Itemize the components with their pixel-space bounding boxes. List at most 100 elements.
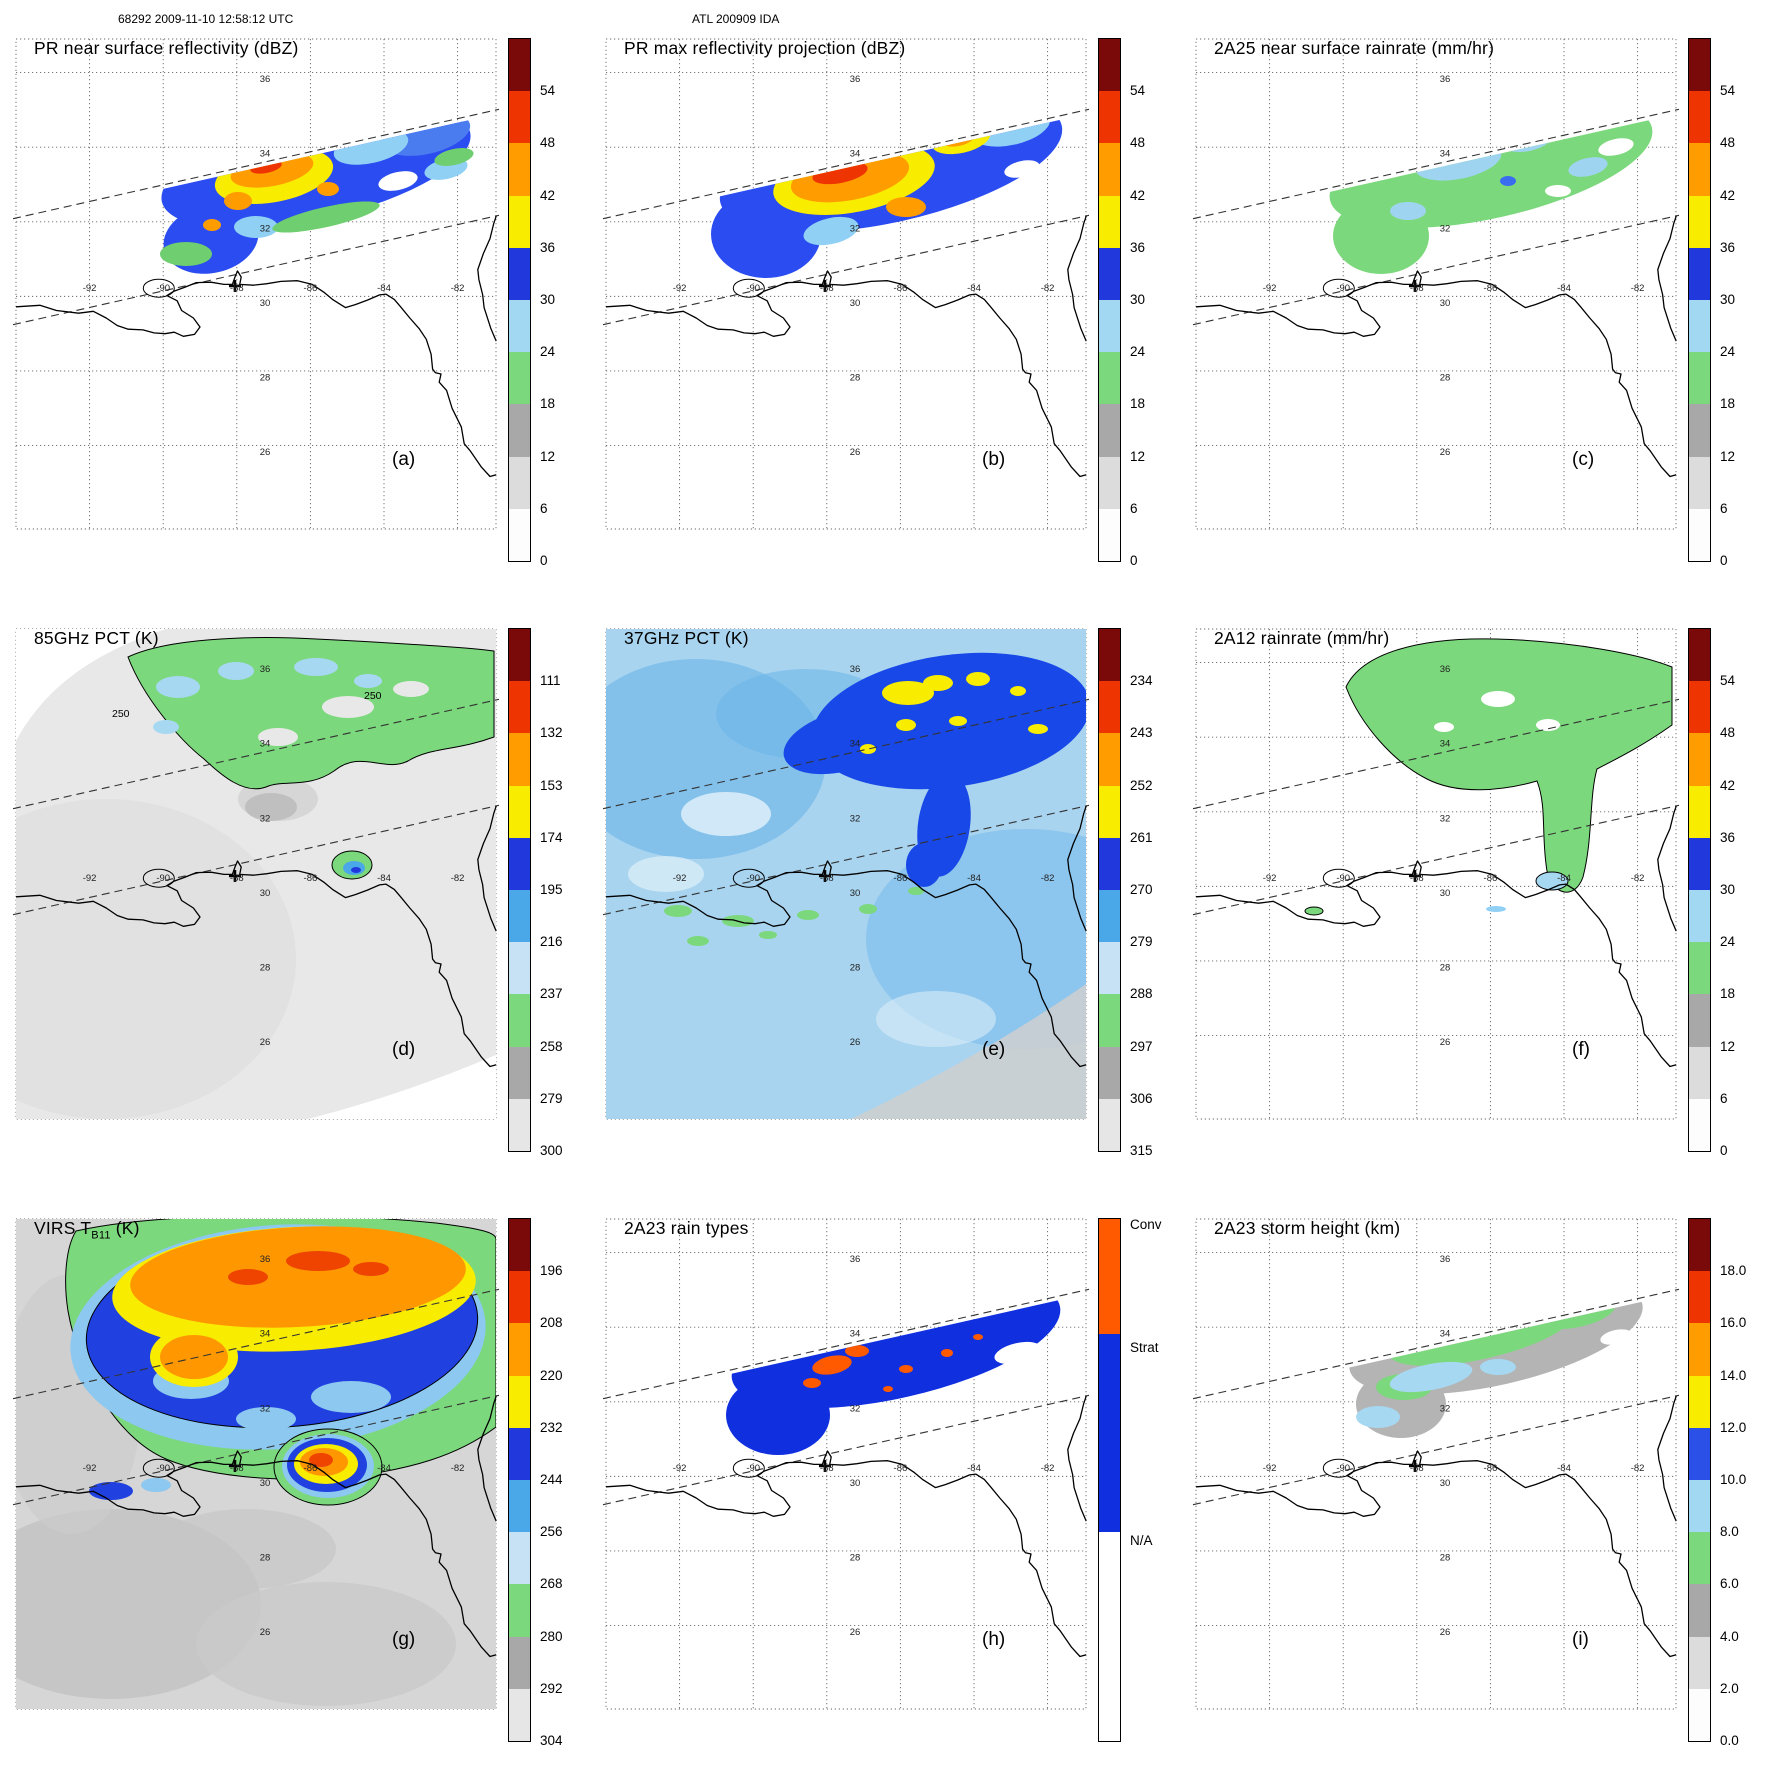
lon-label: -84 xyxy=(1557,1463,1571,1474)
field-blob xyxy=(317,182,339,196)
field-blob xyxy=(783,707,905,775)
colorbar-segment xyxy=(509,1532,530,1585)
colorbar-tick-label: 36 xyxy=(1130,239,1146,255)
swath-edge-north xyxy=(602,698,1090,810)
colorbar-tick-label: 220 xyxy=(540,1367,563,1383)
colorbar-segment xyxy=(1099,1333,1120,1533)
lat-label: 30 xyxy=(1440,298,1451,309)
field-blob xyxy=(1598,138,1634,156)
colorbar-segment xyxy=(509,352,530,405)
map-root: -92 -90 -88 -86 -84 -82 36 34 32 30 28 26 xyxy=(12,38,500,530)
landfall-marker xyxy=(818,869,831,882)
colorbar-segment xyxy=(1689,39,1710,92)
colorbar xyxy=(1688,38,1711,562)
panel-title: 2A12 rainrate (mm/hr) xyxy=(1214,628,1390,648)
colorbar-tick-label: 18 xyxy=(540,396,556,412)
data-field xyxy=(726,1296,1061,1455)
lat-label: 30 xyxy=(850,1478,861,1489)
colorbar-segment xyxy=(509,837,530,890)
lat-label: 26 xyxy=(1440,1627,1451,1638)
lon-label: -90 xyxy=(746,283,760,294)
coastline xyxy=(1195,215,1677,478)
lat-label: 26 xyxy=(260,1037,271,1048)
lat-label: 28 xyxy=(260,372,271,383)
colorbar-segment xyxy=(1689,994,1710,1047)
colorbar-tick-label: 24 xyxy=(1130,344,1146,360)
colorbar-segment xyxy=(509,1219,530,1272)
colorbar-segment xyxy=(1689,1271,1710,1324)
lat-label: 28 xyxy=(260,1552,271,1563)
storm-id: ATL 200909 IDA xyxy=(692,12,780,26)
grid-labels: -92 -90 -88 -86 -84 -82 36 34 32 30 28 26 xyxy=(673,1254,1055,1638)
coastline-atlantic xyxy=(1657,1395,1677,1522)
lat-label: 34 xyxy=(850,1329,861,1340)
colorbar-segment xyxy=(1689,508,1710,561)
swath-edge-north xyxy=(1192,1288,1680,1400)
colorbar-tick-label: 36 xyxy=(1720,239,1736,255)
colorbar-segment xyxy=(1099,1532,1120,1741)
coastline-gulf xyxy=(1195,860,1677,1068)
field-blob xyxy=(311,1381,391,1413)
lon-label: -92 xyxy=(1263,283,1277,294)
lon-label: -92 xyxy=(83,873,97,884)
colorbar-segment xyxy=(509,1636,530,1689)
lat-label: 28 xyxy=(1440,962,1451,973)
colorbar-ticks: 54 48 42 36 30 24 18 12 6 0 xyxy=(1125,39,1181,573)
colorbar-tick-label: 268 xyxy=(540,1576,563,1592)
colorbar-tick-label: 315 xyxy=(1130,1143,1153,1158)
field-blob xyxy=(160,1335,228,1379)
lon-label: -82 xyxy=(1041,283,1055,294)
coastline xyxy=(605,805,1087,1068)
field-blob xyxy=(228,1269,268,1285)
field-region xyxy=(851,984,1086,1119)
lon-label: -82 xyxy=(451,283,465,294)
panel-letter: (h) xyxy=(982,1629,1006,1650)
map-g: -92 -90 -88 -86 -84 -82 36 34 32 30 28 26 xyxy=(12,1218,500,1710)
field-blob xyxy=(196,1582,456,1706)
panel-letter: (e) xyxy=(982,1039,1006,1060)
field-blob xyxy=(908,887,924,895)
map-root: -92 -90 -88 -86 -84 -82 36 34 32 30 28 26 xyxy=(1192,1218,1680,1710)
colorbar-tick-label: 288 xyxy=(1130,986,1153,1002)
colorbar-segment xyxy=(1689,1688,1710,1741)
coastline xyxy=(15,1395,497,1658)
map-root: -92 -90 -88 -86 -84 -82 36 34 32 30 28 26 xyxy=(12,1218,500,1710)
lon-label: -88 xyxy=(230,873,244,884)
lon-label: -82 xyxy=(451,873,465,884)
landfall-marker xyxy=(228,279,241,292)
colorbar-segment xyxy=(509,733,530,786)
field-blob xyxy=(883,1386,893,1392)
colorbar-segment xyxy=(1689,143,1710,196)
swath-edge-south xyxy=(602,214,1090,326)
colorbar-tick-label: 12 xyxy=(1720,1038,1736,1054)
map-frame xyxy=(15,38,497,530)
colorbar-tick-label: 10.0 xyxy=(1720,1472,1747,1487)
field-blob xyxy=(1545,185,1571,197)
panel-e: -92 -90 -88 -86 -84 -82 36 34 32 30 28 26 37GHz PCT … xyxy=(594,615,1180,1203)
colorbar-segment xyxy=(1689,1323,1710,1376)
colorbar-tick-label: 54 xyxy=(1130,83,1146,99)
lon-label: -88 xyxy=(1410,1463,1424,1474)
field-blob xyxy=(353,1262,389,1276)
panel-d: -92 -90 -88 -86 -84 -82 36 34 32 30 28 26 250 250 85GH… xyxy=(4,615,590,1203)
colorbar-tick-label: 111 xyxy=(540,673,561,689)
colorbar-tick-label: 244 xyxy=(540,1472,563,1487)
colorbar-segment xyxy=(1689,1636,1710,1689)
lon-label: -90 xyxy=(156,1463,170,1474)
colorbar-tick-label: 48 xyxy=(1720,725,1736,741)
map-e: -92 -90 -88 -86 -84 -82 36 34 32 30 28 26 xyxy=(602,628,1090,1120)
map-frame xyxy=(1195,38,1677,530)
lat-label: 36 xyxy=(850,74,861,85)
panel-letter: (i) xyxy=(1572,1629,1589,1650)
colorbar-tick-label: 6 xyxy=(1720,1090,1728,1106)
lon-label: -86 xyxy=(1484,1463,1498,1474)
lon-label: -84 xyxy=(1557,873,1571,884)
field-region xyxy=(1345,638,1673,893)
swath-edges xyxy=(1192,1288,1680,1506)
field-blob xyxy=(322,696,374,718)
field-blob xyxy=(156,1509,336,1589)
lon-label: -92 xyxy=(673,873,687,884)
field-blob xyxy=(664,905,692,917)
field-region xyxy=(308,1055,496,1119)
colorbar-tick-label: Conv xyxy=(1130,1217,1162,1232)
